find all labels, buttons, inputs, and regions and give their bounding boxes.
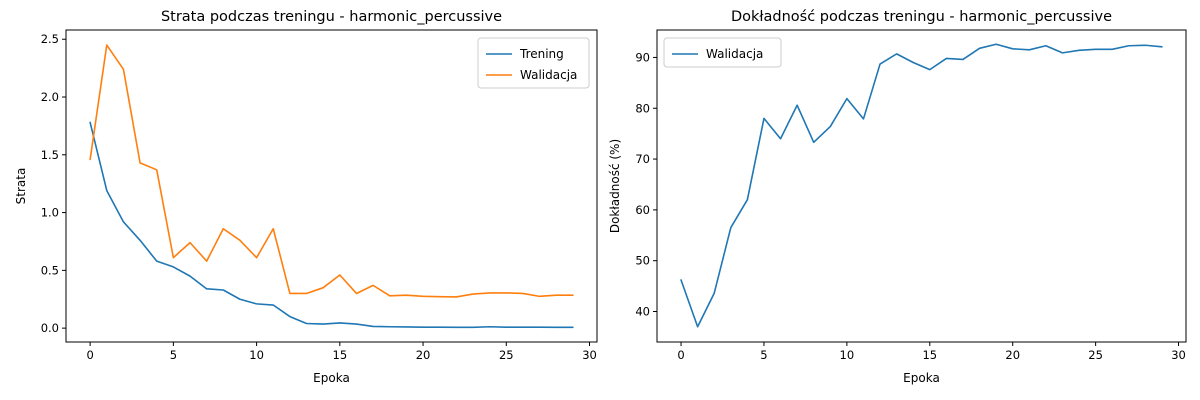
- y-tick-label: 0.5: [41, 263, 59, 277]
- x-tick-label: 10: [249, 348, 264, 362]
- series-line-walidacja: [680, 43, 1163, 328]
- y-tick-label: 90: [635, 50, 650, 64]
- legend-label: Walidacja: [706, 47, 763, 61]
- x-tick-label: 5: [760, 348, 767, 362]
- x-tick-label: 25: [499, 348, 514, 362]
- legend: Trening Walidacja: [477, 37, 590, 89]
- x-tick-label: 25: [1088, 348, 1103, 362]
- chart-1: Strata podczas treningu - harmonic_percu…: [14, 9, 598, 385]
- y-tick-label: 2.5: [41, 32, 59, 46]
- legend-label: Walidacja: [520, 68, 577, 82]
- y-tick-label: 70: [635, 152, 650, 166]
- plot-frame: [65, 29, 598, 343]
- x-tick-label: 30: [582, 348, 597, 362]
- y-axis-label: Dokładność (%): [608, 139, 622, 233]
- y-tick-label: 0.0: [41, 321, 59, 335]
- chart-title: Dokładność podczas treningu - harmonic_p…: [731, 9, 1112, 25]
- x-tick-label: 5: [170, 348, 177, 362]
- x-tick-label: 15: [922, 348, 937, 362]
- x-tick-label: 20: [1005, 348, 1020, 362]
- x-axis-label: Epoka: [313, 371, 350, 385]
- x-tick-label: 10: [840, 348, 855, 362]
- y-tick-label: 1.5: [41, 148, 59, 162]
- x-tick-label: 20: [416, 348, 431, 362]
- y-tick-label: 50: [635, 254, 650, 268]
- series-line-trening: [89, 121, 574, 329]
- series-line-walidacja: [89, 44, 574, 298]
- x-tick-label: 0: [677, 348, 684, 362]
- legend: Walidacja: [663, 37, 782, 68]
- y-tick-label: 60: [635, 203, 650, 217]
- y-tick-label: 2.0: [41, 90, 59, 104]
- x-axis-label: Epoka: [903, 371, 940, 385]
- plot-frame: [656, 29, 1187, 343]
- legend-label: Trening: [519, 47, 564, 61]
- chart-2: Dokładność podczas treningu - harmonic_p…: [608, 9, 1187, 385]
- legend-box: [663, 37, 782, 68]
- x-tick-label: 15: [333, 348, 348, 362]
- x-tick-label: 0: [86, 348, 93, 362]
- x-tick-label: 30: [1171, 348, 1186, 362]
- y-tick-label: 80: [635, 101, 650, 115]
- chart-title: Strata podczas treningu - harmonic_percu…: [161, 9, 502, 25]
- y-tick-label: 40: [635, 305, 650, 319]
- y-tick-label: 1.0: [41, 206, 59, 220]
- y-axis-label: Strata: [14, 168, 28, 205]
